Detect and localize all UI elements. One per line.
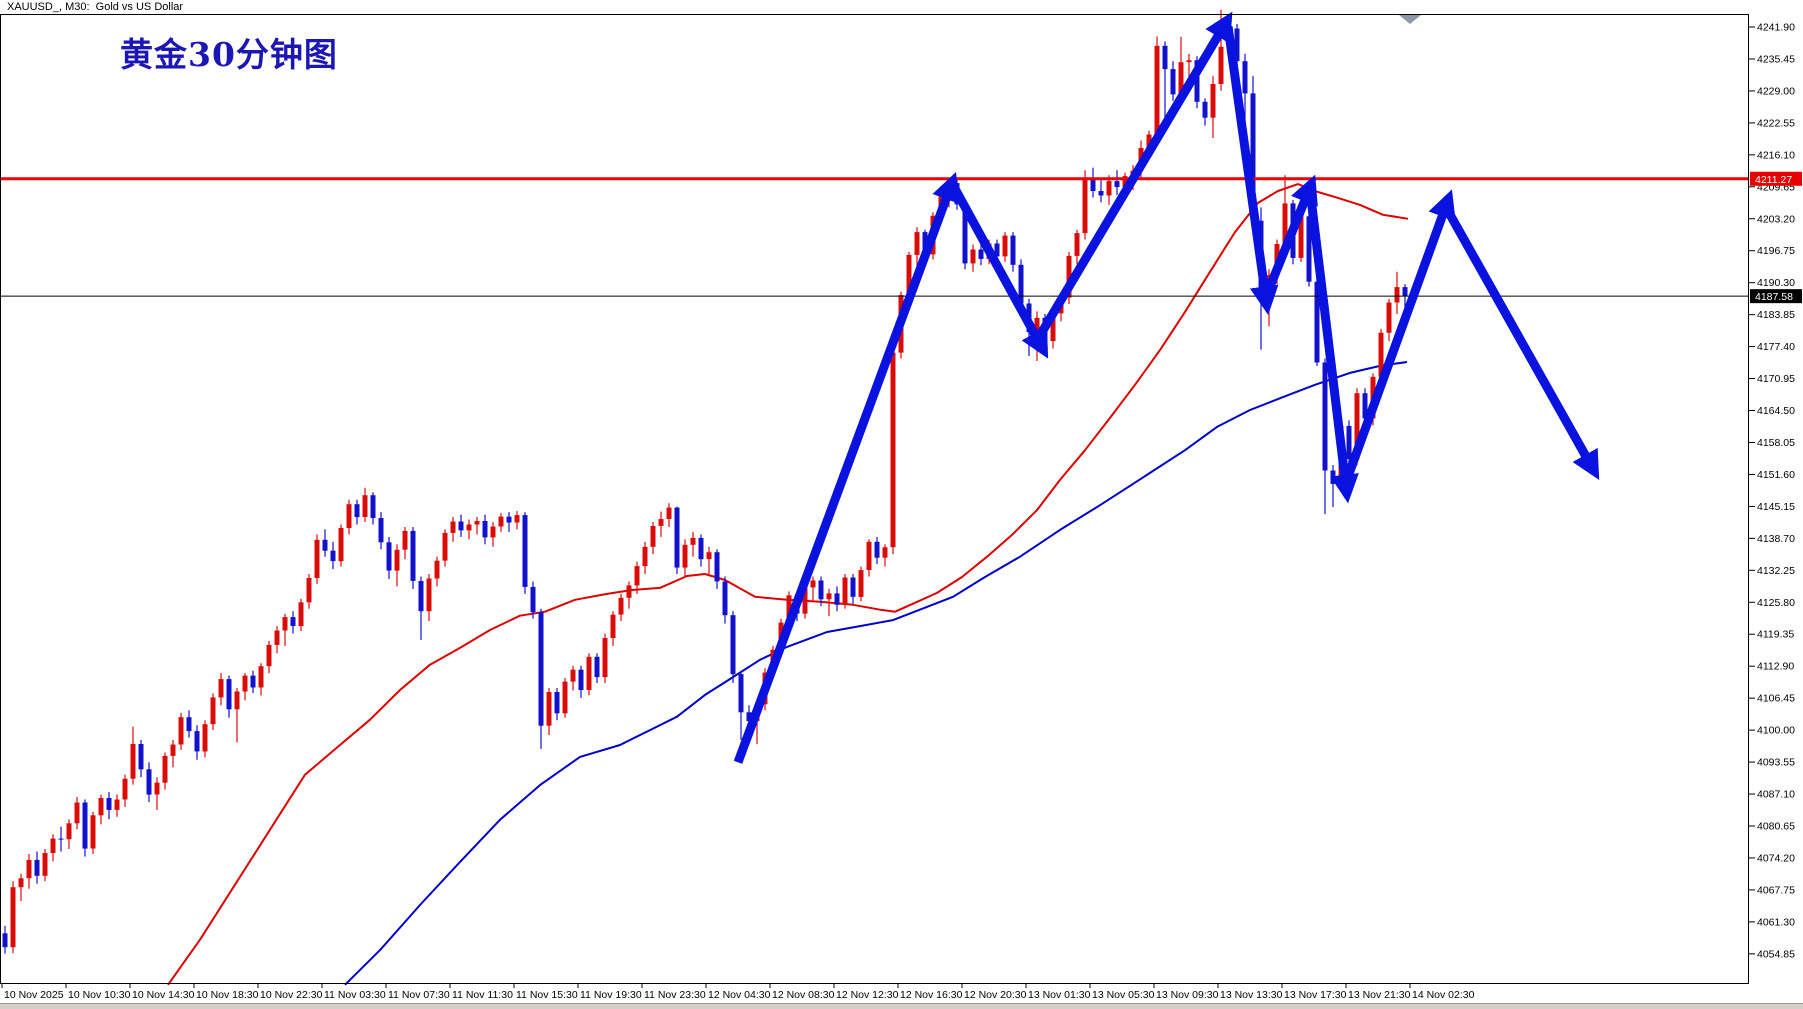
svg-text:11 Nov 23:30: 11 Nov 23:30 xyxy=(644,989,706,1001)
red-ma xyxy=(167,183,1409,986)
svg-text:11 Nov 19:30: 11 Nov 19:30 xyxy=(580,989,642,1001)
svg-text:4229.00: 4229.00 xyxy=(1757,85,1795,97)
svg-text:4145.15: 4145.15 xyxy=(1757,501,1795,513)
svg-text:11 Nov 15:30: 11 Nov 15:30 xyxy=(516,989,578,1001)
svg-text:4158.05: 4158.05 xyxy=(1757,437,1795,449)
svg-text:4196.75: 4196.75 xyxy=(1757,245,1795,257)
svg-text:4211.27: 4211.27 xyxy=(1755,174,1792,186)
chart-frame xyxy=(0,14,1749,984)
svg-text:13 Nov 17:30: 13 Nov 17:30 xyxy=(1284,989,1347,1001)
svg-text:4170.95: 4170.95 xyxy=(1757,373,1795,385)
svg-text:4190.30: 4190.30 xyxy=(1757,277,1795,289)
svg-text:10 Nov 22:30: 10 Nov 22:30 xyxy=(260,989,323,1001)
svg-text:13 Nov 01:30: 13 Nov 01:30 xyxy=(1028,989,1091,1001)
svg-text:12 Nov 16:30: 12 Nov 16:30 xyxy=(900,989,963,1001)
svg-text:11 Nov 03:30: 11 Nov 03:30 xyxy=(324,989,386,1001)
chart-annotation-title: 黄金30分钟图 xyxy=(120,35,338,74)
svg-text:4074.20: 4074.20 xyxy=(1757,852,1795,864)
svg-text:4087.10: 4087.10 xyxy=(1757,789,1795,801)
svg-text:10 Nov 2025: 10 Nov 2025 xyxy=(4,989,64,1001)
svg-text:4106.45: 4106.45 xyxy=(1757,693,1795,705)
svg-text:4222.55: 4222.55 xyxy=(1757,117,1795,129)
forecast-arrows[interactable] xyxy=(733,11,1600,764)
svg-text:4177.40: 4177.40 xyxy=(1757,341,1795,353)
svg-text:4119.35: 4119.35 xyxy=(1757,629,1794,641)
svg-text:4216.10: 4216.10 xyxy=(1757,149,1795,161)
svg-text:4080.65: 4080.65 xyxy=(1757,820,1795,832)
svg-text:10 Nov 14:30: 10 Nov 14:30 xyxy=(132,989,195,1001)
svg-text:4138.70: 4138.70 xyxy=(1757,533,1795,545)
svg-text:4100.00: 4100.00 xyxy=(1757,725,1795,737)
svg-text:4241.90: 4241.90 xyxy=(1757,22,1795,34)
svg-text:4093.55: 4093.55 xyxy=(1757,757,1795,769)
svg-text:4112.90: 4112.90 xyxy=(1757,661,1794,673)
svg-text:4183.85: 4183.85 xyxy=(1757,309,1795,321)
svg-text:13 Nov 21:30: 13 Nov 21:30 xyxy=(1348,989,1411,1001)
svg-text:4067.75: 4067.75 xyxy=(1757,884,1795,896)
svg-text:14 Nov 02:30: 14 Nov 02:30 xyxy=(1412,989,1475,1001)
svg-text:11 Nov 07:30: 11 Nov 07:30 xyxy=(388,989,450,1001)
svg-text:12 Nov 20:30: 12 Nov 20:30 xyxy=(964,989,1027,1001)
svg-text:4061.30: 4061.30 xyxy=(1757,916,1795,928)
svg-text:4151.60: 4151.60 xyxy=(1757,469,1795,481)
svg-text:4132.25: 4132.25 xyxy=(1757,565,1795,577)
candles-layer xyxy=(2,9,1408,954)
svg-text:10 Nov 10:30: 10 Nov 10:30 xyxy=(68,989,131,1001)
svg-text:12 Nov 12:30: 12 Nov 12:30 xyxy=(836,989,899,1001)
shift-marker-icon[interactable] xyxy=(1399,15,1421,24)
time-axis: 10 Nov 2025 10 Nov 10:30 10 Nov 14:30 10 No… xyxy=(1,984,1475,1001)
svg-text:13 Nov 09:30: 13 Nov 09:30 xyxy=(1156,989,1219,1001)
price-badge: 4187.58 xyxy=(1750,289,1802,304)
svg-text:12 Nov 08:30: 12 Nov 08:30 xyxy=(772,989,835,1001)
svg-text:4187.58: 4187.58 xyxy=(1755,291,1793,303)
price-lines-layer[interactable] xyxy=(0,177,1749,297)
svg-text:10 Nov 18:30: 10 Nov 18:30 xyxy=(196,989,259,1001)
svg-text:4164.50: 4164.50 xyxy=(1757,405,1795,417)
price-axis: 4241.904235.454229.004222.554216.104209.… xyxy=(1749,22,1795,960)
price-badge: 4211.27 xyxy=(1750,171,1802,186)
svg-text:11 Nov 11:30: 11 Nov 11:30 xyxy=(452,989,513,1001)
svg-text:12 Nov 04:30: 12 Nov 04:30 xyxy=(708,989,771,1001)
svg-text:4235.45: 4235.45 xyxy=(1757,53,1795,65)
svg-text:13 Nov 05:30: 13 Nov 05:30 xyxy=(1092,989,1155,1001)
svg-text:4203.20: 4203.20 xyxy=(1757,213,1795,225)
blue-ma xyxy=(344,361,1408,986)
svg-text:4125.80: 4125.80 xyxy=(1757,597,1795,609)
window-bottom-strip xyxy=(0,1003,1803,1009)
svg-text:4054.85: 4054.85 xyxy=(1757,948,1795,960)
svg-text:13 Nov 13:30: 13 Nov 13:30 xyxy=(1220,989,1283,1001)
symbol-label: XAUUSD_, M30: Gold vs US Dollar xyxy=(7,1,184,13)
